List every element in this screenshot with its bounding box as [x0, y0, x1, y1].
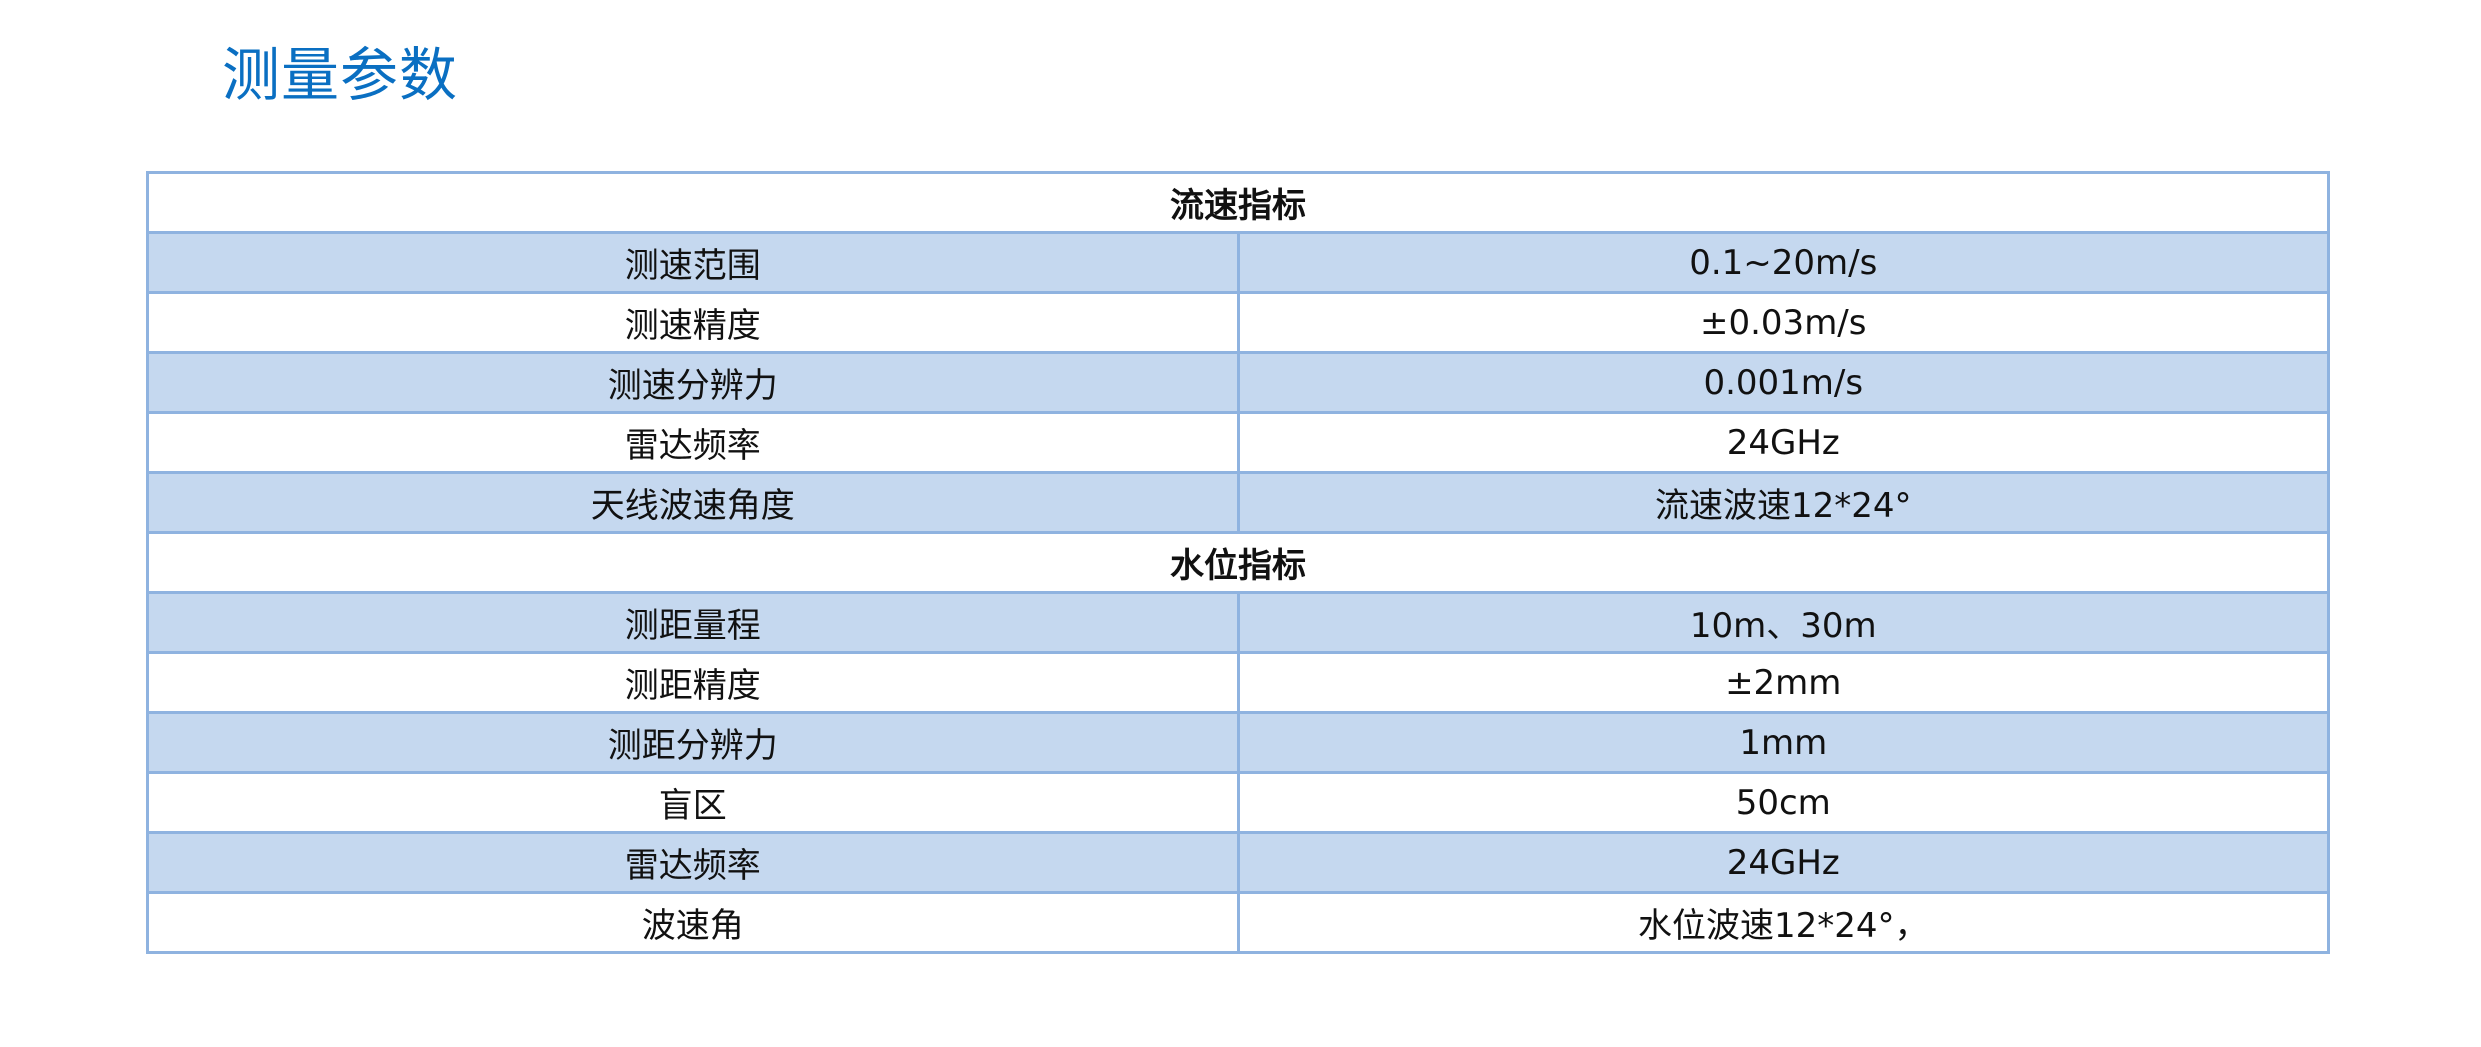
section-header-row: 流速指标 [146, 171, 2330, 234]
table-row: 测速范围 0.1~20m/s [146, 231, 2330, 294]
table-row: 测距分辨力 1mm [146, 711, 2330, 774]
table-row: 天线波速角度 流速波速12*24° [146, 471, 2330, 534]
parameter-value: 水位波速12*24°， [1236, 891, 2330, 954]
section-heading: 流速指标 [146, 171, 2330, 234]
parameter-value: 10m、30m [1236, 591, 2330, 654]
parameter-value: 0.001m/s [1236, 351, 2330, 414]
parameter-label: 测速范围 [146, 231, 1240, 294]
table-row: 雷达频率 24GHz [146, 831, 2330, 894]
parameter-label: 测距精度 [146, 651, 1240, 714]
parameter-value: 24GHz [1236, 411, 2330, 474]
parameter-value: ±2mm [1236, 651, 2330, 714]
section-heading: 水位指标 [146, 531, 2330, 594]
table-row: 测距精度 ±2mm [146, 651, 2330, 714]
parameter-value: 0.1~20m/s [1236, 231, 2330, 294]
parameter-value: 流速波速12*24° [1236, 471, 2330, 534]
table-row: 测速精度 ±0.03m/s [146, 291, 2330, 354]
page-title: 测量参数 [222, 41, 459, 109]
table-row: 测速分辨力 0.001m/s [146, 351, 2330, 414]
parameter-value: ±0.03m/s [1236, 291, 2330, 354]
measurement-parameters-table: 流速指标 测速范围 0.1~20m/s 测速精度 ±0.03m/s 测速分辨力 0.001m… [146, 171, 2330, 954]
parameter-label: 波速角 [146, 891, 1240, 954]
section-header-row: 水位指标 [146, 531, 2330, 594]
table-row: 雷达频率 24GHz [146, 411, 2330, 474]
parameter-label: 测距量程 [146, 591, 1240, 654]
parameter-label: 测速分辨力 [146, 351, 1240, 414]
table-row: 波速角 水位波速12*24°， [146, 891, 2330, 954]
parameter-label: 雷达频率 [146, 831, 1240, 894]
parameter-value: 50cm [1236, 771, 2330, 834]
parameter-label: 盲区 [146, 771, 1240, 834]
table-row: 盲区 50cm [146, 771, 2330, 834]
table-row: 测距量程 10m、30m [146, 591, 2330, 654]
parameter-value: 24GHz [1236, 831, 2330, 894]
parameter-label: 天线波速角度 [146, 471, 1240, 534]
parameter-label: 测距分辨力 [146, 711, 1240, 774]
parameter-label: 测速精度 [146, 291, 1240, 354]
parameter-label: 雷达频率 [146, 411, 1240, 474]
parameter-value: 1mm [1236, 711, 2330, 774]
